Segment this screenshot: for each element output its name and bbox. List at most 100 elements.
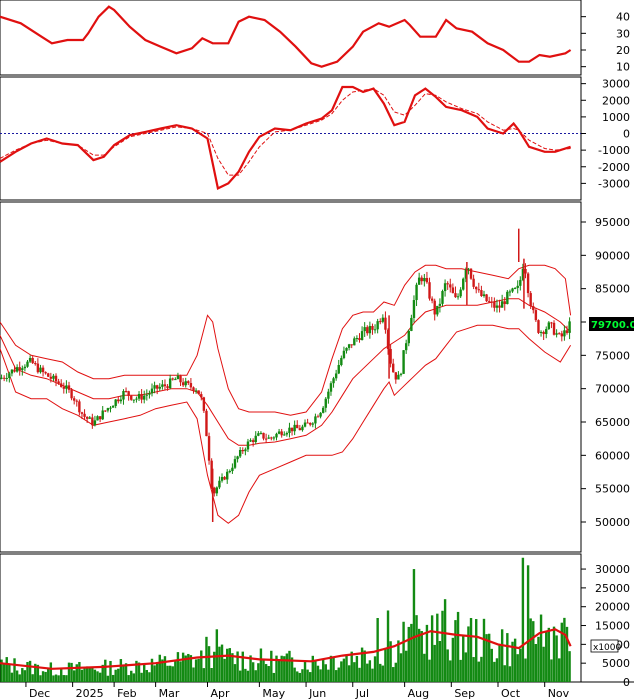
candle-body xyxy=(539,331,543,333)
candle-body xyxy=(568,321,571,333)
candle-body xyxy=(259,432,263,434)
bollinger-upper-band xyxy=(0,264,572,416)
volume-bar xyxy=(140,672,143,682)
volume-bar xyxy=(332,657,335,682)
y-tick-label: 40 xyxy=(616,11,630,24)
volume-bar xyxy=(202,668,206,682)
candle-body xyxy=(464,269,468,279)
y-tick-label: 0 xyxy=(623,676,630,689)
volume-bar xyxy=(446,649,449,682)
volume-bar xyxy=(270,650,273,682)
candle-body xyxy=(264,438,268,440)
volume-bar xyxy=(28,660,32,682)
volume-bar xyxy=(428,659,431,682)
candle-body xyxy=(31,358,34,364)
volume-bar xyxy=(309,672,312,682)
volume-bar xyxy=(101,664,104,682)
candle-body xyxy=(386,329,390,349)
volume-bar xyxy=(179,661,182,682)
volume-bar xyxy=(532,621,535,682)
candle-body xyxy=(251,440,255,443)
volume-bar xyxy=(490,648,493,682)
volume-bar xyxy=(241,651,244,682)
volume-bar xyxy=(537,636,540,682)
candle-body xyxy=(280,431,283,436)
candle-body xyxy=(438,303,442,306)
y-tick-label: 10 xyxy=(616,61,630,74)
volume-bar xyxy=(550,659,553,682)
volume-bar xyxy=(487,633,491,682)
volume-bar xyxy=(358,667,361,682)
volume-bar xyxy=(345,654,348,682)
volume-bar xyxy=(275,655,278,682)
volume-bar xyxy=(226,648,229,682)
candle-body xyxy=(319,412,322,417)
bollinger-lower-band xyxy=(0,324,572,524)
candle-body xyxy=(60,383,63,387)
y-tick-label: 1000 xyxy=(602,111,630,124)
candle-body xyxy=(436,305,439,315)
volume-bar xyxy=(207,646,211,682)
candle-body xyxy=(26,361,29,367)
candle-body xyxy=(353,338,356,346)
volume-bar xyxy=(384,649,387,682)
oscillator-panel: 10 20 30 40 xyxy=(0,5,630,74)
candle-body xyxy=(532,306,535,311)
candle-body xyxy=(555,333,558,335)
volume-bar xyxy=(192,667,195,682)
volume-bar xyxy=(264,664,268,682)
candle-body xyxy=(83,413,86,417)
volume-bar xyxy=(306,669,309,682)
y-tick-label: 20 xyxy=(616,44,630,57)
candle-body xyxy=(93,420,97,426)
candle-body xyxy=(2,377,6,379)
candle-body xyxy=(171,378,174,380)
volume-bar xyxy=(451,637,455,682)
volume-bar xyxy=(236,651,239,682)
candle-body xyxy=(179,375,182,383)
candle-body xyxy=(503,301,506,305)
volume-bar xyxy=(407,626,410,682)
candle-body xyxy=(301,426,304,431)
volume-bar xyxy=(161,659,164,682)
volume-bar xyxy=(174,661,177,682)
volume-bar xyxy=(39,675,42,682)
volume-bar xyxy=(176,652,180,682)
candle-body xyxy=(550,322,553,324)
candle-body xyxy=(98,416,102,420)
candle-body xyxy=(516,285,519,288)
candle-body xyxy=(534,310,538,321)
candle-body xyxy=(420,277,423,282)
volume-bar xyxy=(267,666,270,682)
volume-bar xyxy=(545,631,548,682)
candle-body xyxy=(52,375,55,379)
candle-body xyxy=(49,376,53,379)
candle-body xyxy=(262,432,265,439)
candle-body xyxy=(275,433,278,438)
candle-body xyxy=(423,277,426,282)
candles xyxy=(0,228,571,522)
volume-bar xyxy=(296,671,299,682)
volume-bar xyxy=(65,675,68,682)
volume-bar xyxy=(462,635,465,682)
candle-body xyxy=(500,301,504,308)
volume-bar xyxy=(283,656,286,682)
x-tick-label: Feb xyxy=(117,687,136,700)
volume-bar xyxy=(200,650,203,682)
candle-body xyxy=(62,386,66,389)
candle-body xyxy=(202,397,206,411)
candle-body xyxy=(329,383,333,392)
candle-body xyxy=(441,291,444,304)
bollinger-middle-band xyxy=(0,298,571,446)
candle-body xyxy=(467,268,470,270)
volume-bar xyxy=(423,653,426,682)
volume-bar xyxy=(72,670,76,682)
volume-bar xyxy=(127,675,130,682)
candle-body xyxy=(80,412,84,414)
volume-bar xyxy=(85,666,89,682)
candle-body xyxy=(54,375,58,382)
volume-bar xyxy=(155,662,159,682)
volume-bar xyxy=(485,634,488,682)
y-tick-label: 85000 xyxy=(595,283,630,296)
last-price-label: 79700.00 xyxy=(591,320,634,331)
